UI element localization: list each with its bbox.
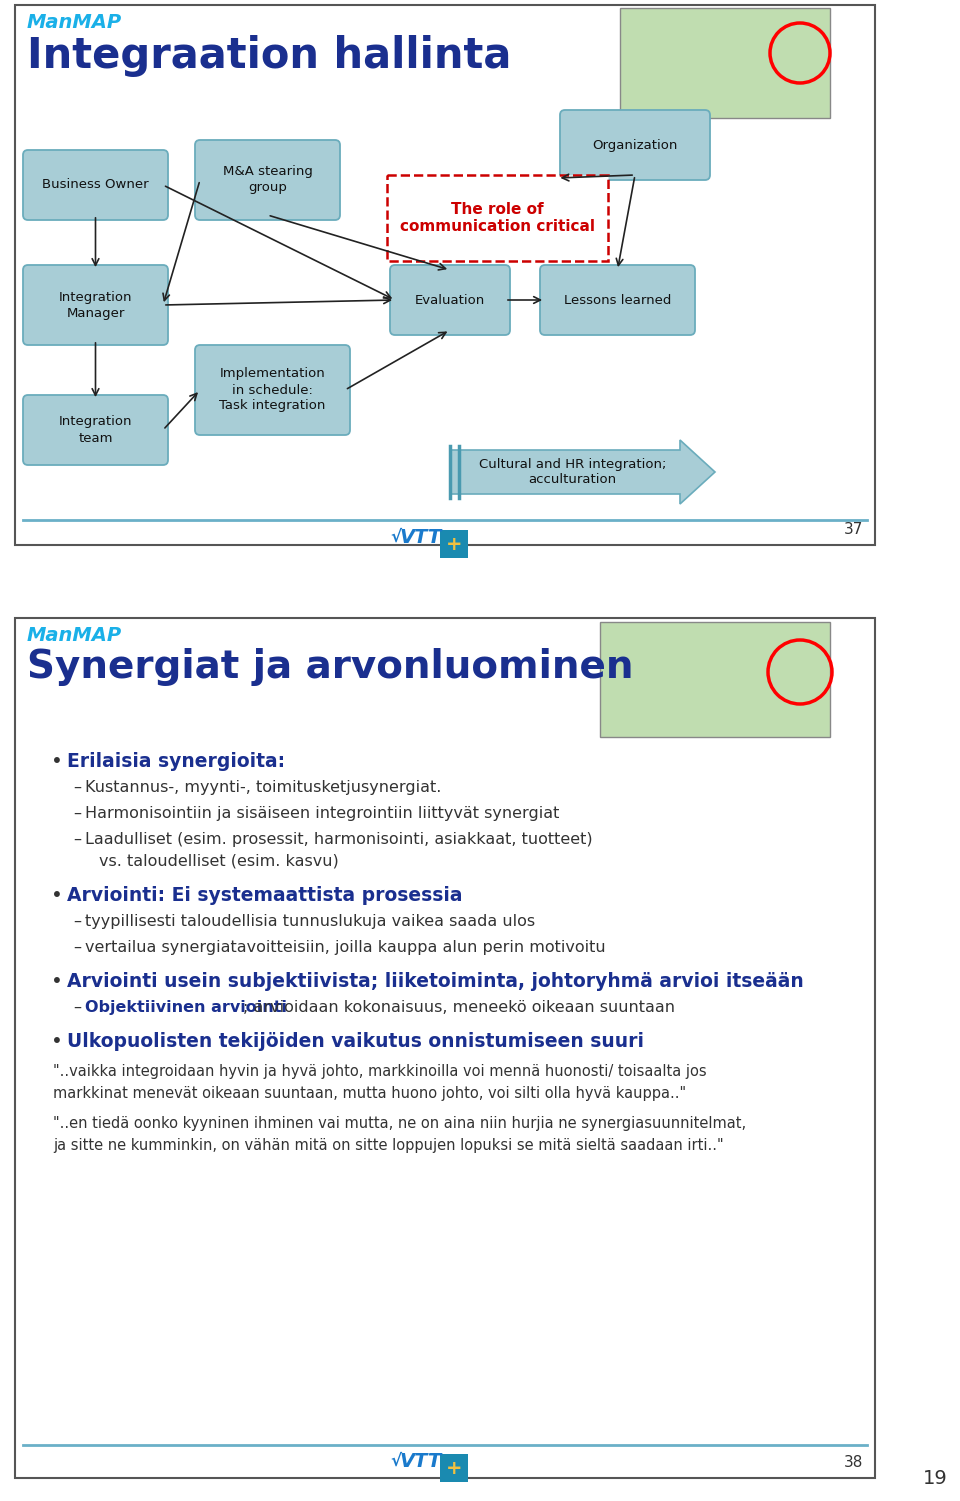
FancyBboxPatch shape	[195, 140, 340, 221]
Text: Organization: Organization	[592, 138, 678, 152]
Text: –: –	[73, 914, 81, 929]
Text: Ulkopuolisten tekijöiden vaikutus onnistumiseen suuri: Ulkopuolisten tekijöiden vaikutus onnist…	[67, 1033, 644, 1051]
Text: –: –	[73, 806, 81, 821]
FancyBboxPatch shape	[540, 266, 695, 335]
Text: markkinat menevät oikeaan suuntaan, mutta huono johto, voi silti olla hyvä kaupp: markkinat menevät oikeaan suuntaan, mutt…	[53, 1087, 686, 1102]
Text: ja sitte ne kumminkin, on vähän mitä on sitte loppujen lopuksi se mitä sieltä sa: ja sitte ne kumminkin, on vähän mitä on …	[53, 1138, 724, 1153]
Text: 19: 19	[924, 1469, 948, 1487]
FancyBboxPatch shape	[195, 345, 350, 435]
Text: Integration
Manager: Integration Manager	[59, 291, 132, 320]
Text: The role of
communication critical: The role of communication critical	[400, 201, 595, 234]
Text: +: +	[445, 534, 463, 554]
FancyBboxPatch shape	[23, 395, 168, 465]
Text: Lessons learned: Lessons learned	[564, 294, 671, 306]
Text: Integration
team: Integration team	[59, 416, 132, 444]
Text: Implementation
in schedule:
Task integration: Implementation in schedule: Task integra…	[219, 368, 325, 413]
Text: –: –	[73, 781, 81, 796]
Text: Integraation hallinta: Integraation hallinta	[27, 35, 512, 77]
FancyBboxPatch shape	[440, 530, 468, 558]
FancyBboxPatch shape	[600, 621, 830, 737]
Text: Business Owner: Business Owner	[42, 179, 149, 192]
FancyBboxPatch shape	[15, 5, 875, 545]
Text: √: √	[390, 1451, 401, 1469]
Text: ManMAP: ManMAP	[27, 626, 122, 645]
Text: Arviointi usein subjektiivista; liiketoiminta, johtoryhmä arvioi itseään: Arviointi usein subjektiivista; liiketoi…	[67, 973, 804, 991]
Text: –: –	[73, 1000, 81, 1015]
Text: VTT: VTT	[400, 528, 443, 546]
FancyBboxPatch shape	[390, 266, 510, 335]
Text: Harmonisointiin ja sisäiseen integrointiin liittyvät synergiat: Harmonisointiin ja sisäiseen integrointi…	[85, 806, 560, 821]
Text: Arviointi: Ei systemaattista prosessia: Arviointi: Ei systemaattista prosessia	[67, 886, 463, 905]
Text: •: •	[51, 752, 62, 772]
FancyArrow shape	[450, 440, 715, 504]
Text: Cultural and HR integration;
acculturation: Cultural and HR integration; acculturati…	[479, 458, 666, 486]
Text: vertailua synergiatavoitteisiin, joilla kauppa alun perin motivoitu: vertailua synergiatavoitteisiin, joilla …	[85, 940, 606, 955]
Text: 37: 37	[844, 522, 863, 537]
FancyBboxPatch shape	[440, 1454, 468, 1481]
FancyBboxPatch shape	[387, 176, 608, 261]
Text: VTT: VTT	[400, 1451, 443, 1471]
Text: ManMAP: ManMAP	[27, 14, 122, 32]
Text: vs. taloudelliset (esim. kasvu): vs. taloudelliset (esim. kasvu)	[99, 854, 339, 869]
Text: Evaluation: Evaluation	[415, 294, 485, 306]
Text: ; arvioidaan kokonaisuus, meneekö oikeaan suuntaan: ; arvioidaan kokonaisuus, meneekö oikeaa…	[243, 1000, 675, 1015]
Text: •: •	[51, 973, 62, 991]
Text: tyypillisesti taloudellisia tunnuslukuja vaikea saada ulos: tyypillisesti taloudellisia tunnuslukuja…	[85, 914, 535, 929]
Text: Kustannus-, myynti-, toimitusketjusynergiat.: Kustannus-, myynti-, toimitusketjusynerg…	[85, 781, 442, 796]
Text: M&A stearing
group: M&A stearing group	[223, 165, 312, 195]
Text: 38: 38	[844, 1454, 863, 1469]
FancyBboxPatch shape	[620, 8, 830, 119]
FancyBboxPatch shape	[15, 618, 875, 1478]
FancyBboxPatch shape	[23, 150, 168, 221]
FancyBboxPatch shape	[23, 266, 168, 345]
Text: +: +	[445, 1459, 463, 1477]
Text: Erilaisia synergioita:: Erilaisia synergioita:	[67, 752, 285, 772]
Text: Laadulliset (esim. prosessit, harmonisointi, asiakkaat, tuotteet): Laadulliset (esim. prosessit, harmonisoi…	[85, 832, 592, 847]
Text: "..en tiedä oonko kyyninen ihminen vai mutta, ne on aina niin hurjia ne synergia: "..en tiedä oonko kyyninen ihminen vai m…	[53, 1117, 746, 1130]
Text: "..vaikka integroidaan hyvin ja hyvä johto, markkinoilla voi mennä huonosti/ toi: "..vaikka integroidaan hyvin ja hyvä joh…	[53, 1064, 707, 1079]
FancyBboxPatch shape	[560, 110, 710, 180]
Text: √: √	[390, 528, 401, 546]
Text: –: –	[73, 832, 81, 847]
Text: •: •	[51, 1033, 62, 1051]
Text: Objektiivinen arviointi: Objektiivinen arviointi	[85, 1000, 287, 1015]
Text: Synergiat ja arvonluominen: Synergiat ja arvonluominen	[27, 648, 634, 686]
Text: •: •	[51, 886, 62, 905]
Text: –: –	[73, 940, 81, 955]
